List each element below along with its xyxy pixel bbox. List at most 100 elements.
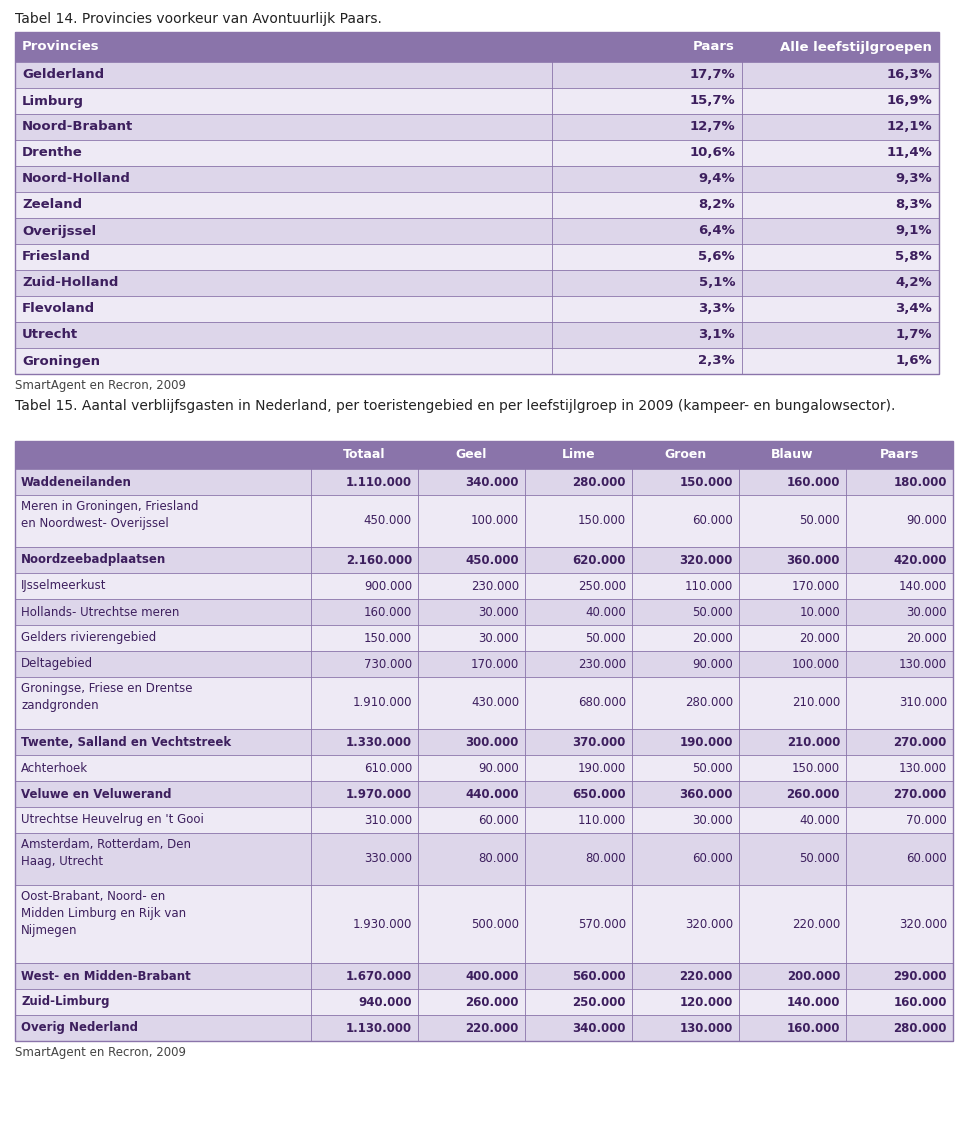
Bar <box>846 573 953 599</box>
Bar <box>552 192 742 218</box>
Text: Achterhoek: Achterhoek <box>21 762 88 775</box>
Text: 50.000: 50.000 <box>692 762 733 775</box>
Bar <box>15 547 311 573</box>
Text: Groen: Groen <box>664 449 707 462</box>
Bar <box>418 469 525 496</box>
Text: Tabel 15. Aantal verblijfsgasten in Nederland, per toeristengebied en per leefst: Tabel 15. Aantal verblijfsgasten in Nede… <box>15 399 896 413</box>
Text: 730.000: 730.000 <box>364 658 412 670</box>
Text: 17,7%: 17,7% <box>689 68 735 82</box>
Bar <box>418 573 525 599</box>
Bar <box>552 348 742 374</box>
Text: 3,4%: 3,4% <box>896 303 932 315</box>
Text: 1.330.000: 1.330.000 <box>346 736 412 748</box>
Bar <box>739 781 846 807</box>
Bar <box>739 469 846 496</box>
Bar <box>632 833 739 885</box>
Text: Amsterdam, Rotterdam, Den
Haag, Utrecht: Amsterdam, Rotterdam, Den Haag, Utrecht <box>21 838 191 868</box>
Bar <box>632 469 739 496</box>
Text: 280.000: 280.000 <box>684 696 733 710</box>
Text: 110.000: 110.000 <box>684 579 733 592</box>
Bar <box>15 296 552 322</box>
Text: 220.000: 220.000 <box>466 1022 519 1034</box>
Text: Limburg: Limburg <box>22 94 84 108</box>
Bar <box>15 755 311 781</box>
Text: 2,3%: 2,3% <box>698 355 735 367</box>
Bar <box>15 322 552 348</box>
Text: 280.000: 280.000 <box>894 1022 947 1034</box>
Text: Overijssel: Overijssel <box>22 225 96 237</box>
Text: 190.000: 190.000 <box>680 736 733 748</box>
Bar <box>15 729 311 755</box>
Text: 300.000: 300.000 <box>466 736 519 748</box>
Bar <box>632 441 739 469</box>
Text: 370.000: 370.000 <box>572 736 626 748</box>
Bar <box>15 270 552 296</box>
Bar <box>311 885 418 963</box>
Text: Meren in Groningen, Friesland
en Noordwest- Overijssel: Meren in Groningen, Friesland en Noordwe… <box>21 500 199 530</box>
Text: 11,4%: 11,4% <box>886 146 932 160</box>
Text: 20.000: 20.000 <box>800 632 840 644</box>
Text: 190.000: 190.000 <box>578 762 626 775</box>
Bar <box>742 218 939 244</box>
Bar <box>418 807 525 833</box>
Bar <box>311 625 418 651</box>
Bar <box>739 547 846 573</box>
Bar <box>552 62 742 88</box>
Text: 150.000: 150.000 <box>364 632 412 644</box>
Bar <box>525 1015 632 1041</box>
Bar <box>311 963 418 989</box>
Bar <box>632 625 739 651</box>
Text: Provincies: Provincies <box>22 41 100 53</box>
Text: 90.000: 90.000 <box>906 515 947 527</box>
Text: Friesland: Friesland <box>22 251 91 263</box>
Text: 10.000: 10.000 <box>800 606 840 618</box>
Text: Drenthe: Drenthe <box>22 146 83 160</box>
Text: 20.000: 20.000 <box>906 632 947 644</box>
Bar <box>15 573 311 599</box>
Bar <box>846 625 953 651</box>
Bar <box>525 573 632 599</box>
Text: 440.000: 440.000 <box>466 787 519 801</box>
Bar <box>742 296 939 322</box>
Bar <box>311 651 418 677</box>
Text: Alle leefstijlgroepen: Alle leefstijlgroepen <box>780 41 932 53</box>
Bar <box>739 729 846 755</box>
Text: 8,2%: 8,2% <box>698 198 735 212</box>
Bar <box>15 244 552 270</box>
Bar <box>846 781 953 807</box>
Bar <box>739 441 846 469</box>
Bar <box>15 781 311 807</box>
Text: Tabel 14. Provincies voorkeur van Avontuurlijk Paars.: Tabel 14. Provincies voorkeur van Avontu… <box>15 12 382 26</box>
Bar <box>739 885 846 963</box>
Text: West- en Midden-Brabant: West- en Midden-Brabant <box>21 970 191 982</box>
Bar <box>846 755 953 781</box>
Text: 220.000: 220.000 <box>680 970 733 982</box>
Bar <box>525 496 632 547</box>
Bar <box>311 547 418 573</box>
Text: Noordzeebadplaatsen: Noordzeebadplaatsen <box>21 553 166 567</box>
Bar <box>418 885 525 963</box>
Bar <box>525 625 632 651</box>
Text: 60.000: 60.000 <box>478 813 519 827</box>
Text: 16,3%: 16,3% <box>886 68 932 82</box>
Text: 30.000: 30.000 <box>906 606 947 618</box>
Bar <box>525 885 632 963</box>
Text: 170.000: 170.000 <box>792 579 840 592</box>
Bar <box>525 963 632 989</box>
Bar <box>418 1015 525 1041</box>
Text: Paars: Paars <box>880 449 919 462</box>
Text: 2.160.000: 2.160.000 <box>346 553 412 567</box>
Text: Oost-Brabant, Noord- en
Midden Limburg en Rijk van
Nijmegen: Oost-Brabant, Noord- en Midden Limburg e… <box>21 890 186 937</box>
Text: Gelderland: Gelderland <box>22 68 104 82</box>
Bar <box>418 781 525 807</box>
Text: 1.910.000: 1.910.000 <box>352 696 412 710</box>
Text: 40.000: 40.000 <box>800 813 840 827</box>
Bar <box>632 781 739 807</box>
Text: SmartAgent en Recron, 2009: SmartAgent en Recron, 2009 <box>15 1046 186 1059</box>
Bar <box>632 729 739 755</box>
Bar <box>525 547 632 573</box>
Bar <box>846 729 953 755</box>
Text: 320.000: 320.000 <box>680 553 733 567</box>
Bar <box>846 651 953 677</box>
Bar <box>15 989 311 1015</box>
